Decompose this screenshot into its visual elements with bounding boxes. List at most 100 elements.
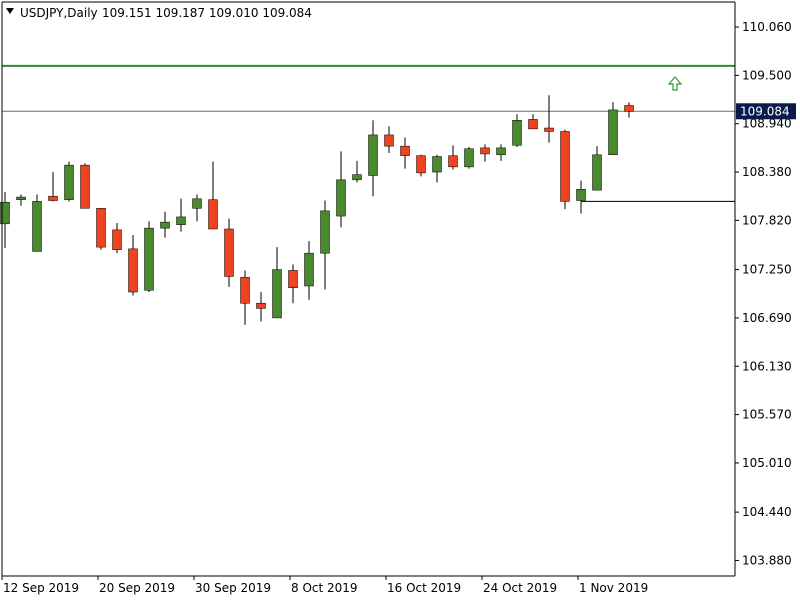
candle-body <box>96 208 106 248</box>
y-tick-label: 107.820 <box>742 213 792 227</box>
candle-body <box>352 174 362 181</box>
candle <box>368 120 378 197</box>
candle-body <box>480 147 490 155</box>
candle-body <box>432 156 442 173</box>
candle <box>272 247 282 319</box>
y-tick-label: 106.690 <box>742 311 792 325</box>
current-price-label: 109.084 <box>740 104 790 118</box>
candle-body <box>560 131 570 202</box>
candle <box>512 114 522 148</box>
y-tick-label: 108.380 <box>742 165 792 179</box>
candle <box>64 161 74 202</box>
candle <box>16 194 26 206</box>
x-tick-label: 30 Sep 2019 <box>195 581 271 595</box>
candle-body <box>624 105 634 112</box>
price-axis: 110.060 109.500 108.940 108.380 107.820 107.2… <box>735 20 796 567</box>
candle-body <box>224 228 234 277</box>
y-tick-label: 109.500 <box>742 68 792 82</box>
candle-body <box>576 189 586 201</box>
markers <box>667 76 683 91</box>
candle-body <box>544 127 554 132</box>
chart-header: USDJPY,Daily 109.151 109.187 109.010 109… <box>6 6 312 20</box>
current-price-tag: 109.084 <box>736 103 796 120</box>
candles <box>0 95 634 325</box>
candle <box>576 180 586 214</box>
candle <box>320 200 330 290</box>
y-tick-label: 106.130 <box>742 359 792 373</box>
ohlc-values-label: 109.151 109.187 109.010 109.084 <box>102 6 312 20</box>
y-tick-label: 108.940 <box>742 117 792 131</box>
candle-body <box>128 248 138 293</box>
candle <box>112 222 122 254</box>
x-tick-label: 8 Oct 2019 <box>291 581 358 595</box>
x-tick-label: 24 Oct 2019 <box>483 581 557 595</box>
candle-body <box>608 109 618 156</box>
candle <box>624 102 634 118</box>
candle <box>176 198 186 232</box>
candle-body <box>176 216 186 225</box>
symbol-timeframe-label: USDJPY,Daily <box>20 6 98 20</box>
dropdown-triangle-icon[interactable] <box>6 8 14 14</box>
candle-body <box>160 221 170 229</box>
candle <box>432 154 442 183</box>
candle <box>144 221 154 293</box>
candle-body <box>0 202 10 225</box>
candle <box>480 144 490 162</box>
y-tick-label: 104.440 <box>742 505 792 519</box>
candle <box>48 172 58 202</box>
candle <box>0 191 10 248</box>
candle-body <box>416 155 426 174</box>
y-tick-label: 110.060 <box>742 20 792 34</box>
candle <box>592 146 602 191</box>
candle <box>400 137 410 169</box>
candle-body <box>320 210 330 254</box>
y-tick-label: 107.250 <box>742 263 792 277</box>
candle-body <box>336 179 346 217</box>
candle <box>384 126 394 154</box>
candle-body <box>592 154 602 191</box>
candle-body <box>144 227 154 291</box>
candle-body <box>400 145 410 156</box>
candle <box>304 241 314 300</box>
candle <box>160 211 170 238</box>
candle <box>528 114 538 130</box>
candle <box>96 208 106 250</box>
candle-body <box>384 134 394 147</box>
candle-body <box>32 201 42 252</box>
candle-body <box>288 270 298 288</box>
candle-body <box>304 252 314 287</box>
candle-body <box>512 120 522 146</box>
candle <box>336 151 346 228</box>
x-tick-label: 12 Sep 2019 <box>3 581 79 595</box>
candle-body <box>528 119 538 130</box>
x-tick-label: 20 Sep 2019 <box>99 581 175 595</box>
candle <box>208 161 218 230</box>
candle-body <box>256 302 266 309</box>
up-arrow-icon[interactable] <box>667 76 683 91</box>
x-tick-label: 1 Nov 2019 <box>579 581 648 595</box>
candle <box>80 163 90 209</box>
candle <box>416 154 426 177</box>
candle <box>128 235 138 296</box>
candle-body <box>464 148 474 168</box>
candle <box>448 145 458 170</box>
candle-body <box>192 198 202 209</box>
candle-body <box>64 164 74 200</box>
plot-frame <box>1 1 736 577</box>
candle <box>240 270 250 325</box>
candle-body <box>48 195 58 201</box>
candle <box>464 147 474 169</box>
candle-body <box>240 277 250 304</box>
candle <box>496 144 506 161</box>
candle-body <box>448 155 458 168</box>
candle-body <box>496 147 506 156</box>
candle <box>544 95 554 143</box>
candle-body <box>208 199 218 230</box>
candle <box>32 194 42 252</box>
y-tick-label: 105.570 <box>742 408 792 422</box>
candle-body <box>368 134 378 176</box>
time-axis: 12 Sep 2019 20 Sep 2019 30 Sep 2019 8 Oct 2… <box>1 576 648 595</box>
y-tick-label: 105.010 <box>742 456 792 470</box>
